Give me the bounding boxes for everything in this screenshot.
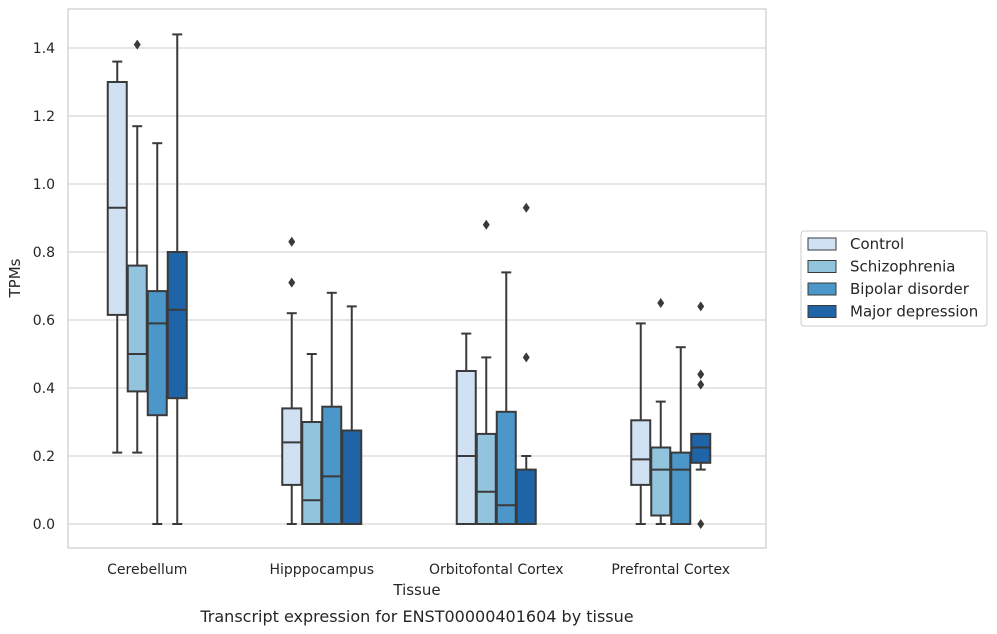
x-tick-labels: Cerebellum Hipppocampus Orbitofontal Corte… [107, 562, 730, 578]
box-bipolar-disorder [146, 142, 168, 525]
box-body [495, 410, 517, 525]
y-tick-label: 0.0 [33, 517, 55, 533]
box-control [630, 322, 652, 525]
box-bipolar-disorder [670, 346, 692, 526]
box-bipolar-disorder [495, 271, 517, 525]
box-schizophrenia [475, 219, 497, 525]
outlier-point [288, 236, 296, 247]
box-schizophrenia [650, 298, 672, 525]
chart-caption: Transcript expression for ENST0000040160… [199, 607, 633, 626]
x-tick-label: Orbitofontal Cortex [429, 562, 564, 578]
legend-label: Major depression [850, 303, 978, 321]
box-body [166, 251, 188, 400]
outlier-point [482, 219, 490, 230]
box-major-depression [690, 301, 712, 529]
y-tick-label: 0.6 [33, 313, 55, 329]
y-tick-label: 1.4 [33, 41, 55, 57]
outlier-point [522, 352, 530, 363]
legend-swatch [807, 305, 837, 318]
box-body [126, 264, 148, 393]
legend: Control Schizophrenia Bipolar disorder Majo… [800, 230, 988, 327]
box-body [341, 429, 363, 525]
box-schizophrenia [301, 353, 323, 525]
y-axis-label: TPMs [6, 258, 24, 298]
box-control [455, 332, 477, 525]
box-major-depression [515, 202, 537, 526]
x-tick-label: Hipppocampus [269, 562, 374, 578]
outlier-point [288, 277, 296, 288]
box-body [146, 290, 168, 417]
legend-swatch [807, 260, 837, 273]
box-body [455, 370, 477, 525]
box-series [106, 33, 712, 529]
outlier-point [697, 379, 705, 390]
box-major-depression [166, 33, 188, 525]
box-body [301, 421, 323, 525]
legend-label: Bipolar disorder [850, 280, 970, 298]
box-body [670, 451, 692, 526]
legend-swatch [807, 282, 837, 296]
box-control [106, 60, 128, 454]
outlier-point [133, 39, 141, 50]
box-major-depression [341, 305, 363, 525]
legend-label: Control [850, 235, 904, 253]
y-tick-label: 0.8 [33, 245, 55, 261]
outlier-point [697, 301, 705, 312]
y-tick-label: 0.2 [33, 449, 55, 465]
box-body [515, 468, 537, 526]
x-tick-label: Cerebellum [107, 562, 187, 578]
legend-frame [800, 230, 988, 327]
box-control [281, 236, 303, 525]
box-body [106, 81, 128, 316]
box-body [281, 407, 303, 486]
outlier-point [657, 298, 665, 308]
box-schizophrenia [126, 39, 148, 454]
box-bipolar-disorder [321, 291, 343, 526]
outlier-point [697, 519, 705, 529]
x-axis-label: Tissue [392, 581, 440, 599]
y-tick-label: 1.0 [33, 177, 55, 193]
box-body [475, 432, 497, 525]
box-body [630, 419, 652, 486]
y-tick-labels: 0.0 0.2 0.4 0.6 0.8 1.0 1.2 1.4 [33, 41, 55, 533]
box-body [321, 405, 343, 526]
x-tick-label: Prefrontal Cortex [611, 562, 730, 578]
legend-label: Schizophrenia [850, 258, 955, 276]
y-tick-label: 0.4 [33, 381, 55, 397]
box-body [650, 446, 672, 517]
outlier-point [522, 202, 530, 213]
y-tick-label: 1.2 [33, 109, 55, 125]
plot-area-frame [67, 8, 767, 549]
legend-swatch [807, 237, 837, 251]
outlier-point [697, 369, 705, 380]
